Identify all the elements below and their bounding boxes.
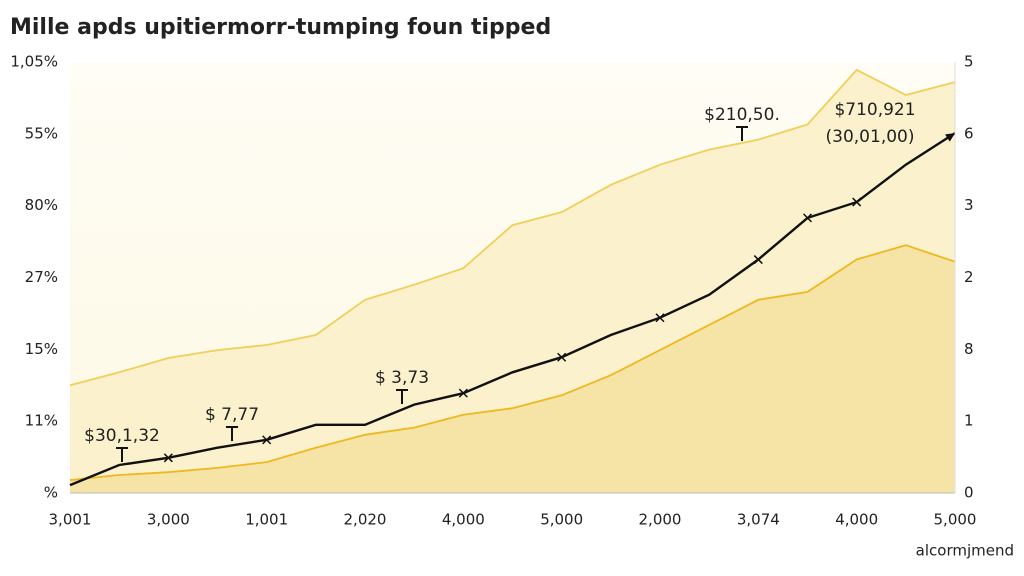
x-tick-label: 1,001: [245, 511, 288, 529]
y2-tick-label: 0: [964, 484, 974, 502]
annotation-pin: [226, 426, 238, 441]
annotation: $30,1,32: [84, 426, 160, 446]
x-tick-label: 4,000: [835, 511, 878, 529]
annotation-pin: [116, 447, 128, 462]
area-line: [69, 68, 956, 387]
y2-tick-label: 1: [964, 412, 974, 430]
annotation: $ 3,73: [375, 368, 429, 388]
point-marker: [163, 453, 173, 463]
annotation-pin: [396, 389, 408, 404]
y-tick-label: 55%: [25, 124, 58, 142]
x-tick-label: 2,020: [344, 511, 387, 529]
x-tick-label: 5,000: [540, 511, 583, 529]
point-marker: [753, 255, 763, 265]
y2-tick-label: 8: [964, 340, 974, 358]
y-tick-label: %: [44, 484, 58, 502]
point-marker: [262, 435, 272, 445]
point-marker: [458, 388, 468, 398]
point-marker: [802, 213, 813, 223]
annotation: $710,921: [834, 100, 915, 120]
area-line: [69, 244, 956, 481]
y-tick-label: 1,05%: [10, 53, 58, 71]
x-tick-label: 3,001: [49, 511, 92, 529]
x-tick-label: 3,000: [147, 511, 190, 529]
x-tick-label: 3,074: [737, 511, 780, 529]
x-tick-label: 2,000: [639, 511, 682, 529]
annotation: (30,01,00): [826, 127, 915, 147]
y-tick-label: 11%: [25, 412, 58, 430]
y-tick-label: 80%: [25, 196, 58, 214]
y2-tick-label: 3: [964, 196, 974, 214]
area: [70, 245, 955, 493]
annotation-pin: [736, 126, 748, 141]
point-marker: [557, 352, 567, 362]
x-tick-label: 5,000: [934, 511, 977, 529]
x-tick-label: 4,000: [442, 511, 485, 529]
y2-tick-label: 5: [964, 53, 974, 71]
y2-tick-label: 2: [964, 268, 974, 286]
annotation: $210,50.: [704, 105, 780, 125]
chart-title: Mille apds upitiermorr-tumping foun tipp…: [10, 15, 551, 40]
annotation: $ 7,77: [205, 405, 259, 425]
y-tick-label: 27%: [25, 268, 58, 286]
point-marker: [655, 313, 665, 323]
point-marker: [852, 197, 862, 207]
y2-tick-label: 6: [964, 124, 974, 142]
footer: alcormjmend: [916, 542, 1014, 560]
arrow-head: [945, 133, 955, 142]
y-tick-label: 15%: [25, 340, 58, 358]
